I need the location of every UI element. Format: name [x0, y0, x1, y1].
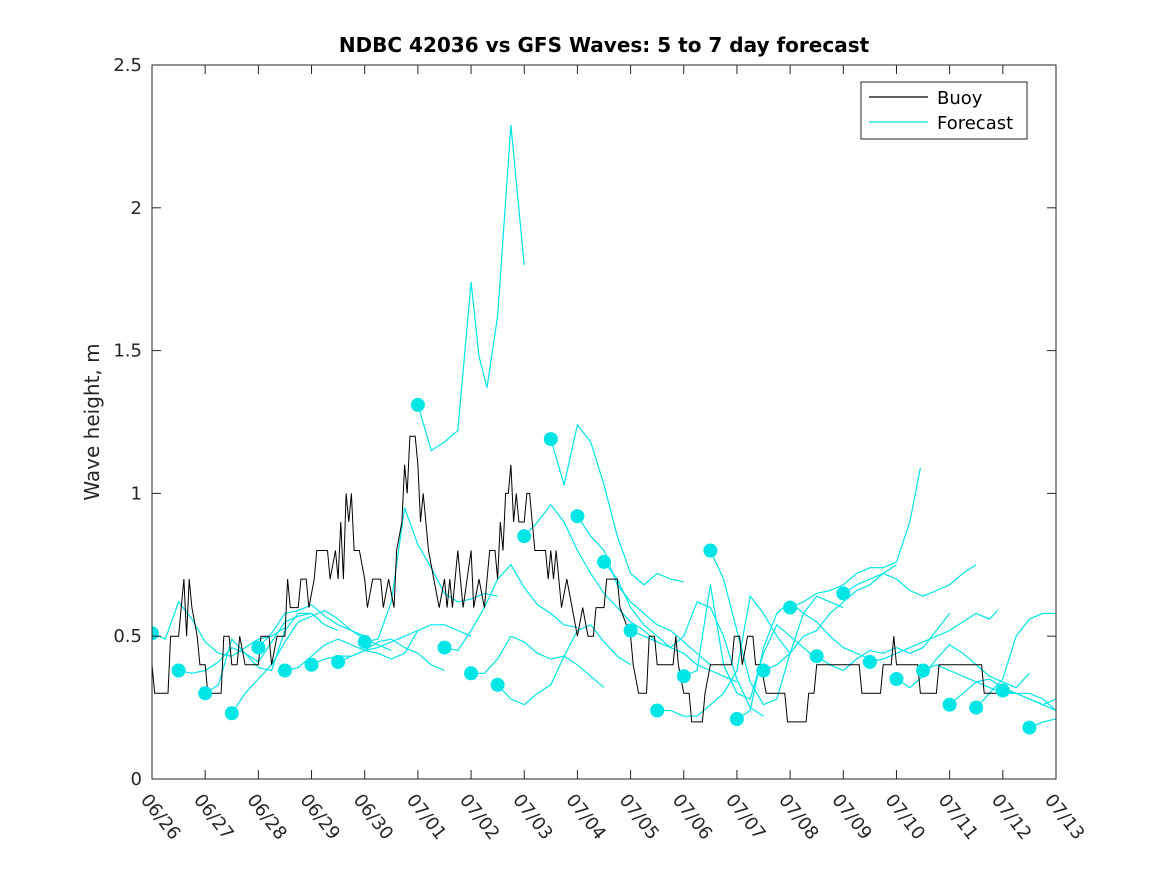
- forecast-start-marker-10: [437, 640, 452, 655]
- y-tick-label: 1.5: [113, 341, 142, 362]
- forecast-line-18: [657, 594, 791, 717]
- forecast-start-marker-1: [171, 663, 186, 678]
- y-tick-label: 1: [131, 483, 142, 504]
- forecast-start-marker-24: [809, 649, 824, 664]
- chart-title: NDBC 42036 vs GFS Waves: 5 to 7 day fore…: [339, 33, 870, 57]
- forecast-start-marker-32: [1022, 720, 1037, 735]
- forecast-line-20: [709, 550, 844, 706]
- forecast-line-23: [789, 467, 921, 609]
- forecast-line-25: [842, 564, 977, 597]
- forecast-line-11: [471, 635, 605, 689]
- forecast-start-marker-14: [543, 432, 558, 447]
- forecast-start-marker-17: [623, 623, 638, 638]
- forecast-start-marker-12: [490, 677, 505, 692]
- forecast-start-marker-3: [224, 706, 239, 721]
- forecast-start-marker-16: [597, 554, 611, 569]
- forecast-line-0: [152, 600, 286, 657]
- forecast-start-marker-23: [783, 600, 798, 615]
- y-axis-label: Wave height, m: [80, 343, 104, 500]
- forecast-start-marker-31: [995, 683, 1010, 698]
- forecast-line-31: [1002, 689, 1056, 712]
- forecast-start-marker-6: [304, 657, 319, 672]
- forecast-start-marker-7: [331, 654, 346, 669]
- forecast-start-marker-0: [152, 626, 159, 641]
- forecast-start-marker-15: [570, 509, 585, 524]
- forecast-line-10: [444, 563, 578, 652]
- forecast-start-marker-19: [676, 669, 691, 684]
- forecast-line-24: [816, 613, 951, 672]
- legend-box: [860, 81, 1028, 140]
- axes: [151, 64, 1057, 780]
- forecast-start-marker-21: [729, 712, 744, 726]
- forecast-start-marker-20: [703, 543, 718, 558]
- forecast-start-marker-28: [916, 663, 931, 678]
- forecast-line-2: [204, 612, 339, 694]
- forecast-start-marker-18: [650, 703, 665, 718]
- forecast-start-marker-26: [862, 654, 877, 669]
- forecast-line-30: [975, 612, 1056, 709]
- forecast-start-marker-25: [836, 586, 851, 601]
- forecast-line-9: [417, 124, 525, 452]
- y-tick-label: 0.5: [113, 626, 142, 647]
- plot-area: [152, 124, 1056, 735]
- forecast-line-3: [231, 609, 365, 714]
- y-tick-label: 2: [131, 198, 142, 219]
- legend-buoy-label: Buoy: [937, 88, 983, 109]
- forecast-start-marker-30: [969, 700, 984, 715]
- forecast-line-13: [523, 503, 658, 643]
- forecast-start-marker-9: [410, 397, 425, 412]
- forecast-start-marker-22: [756, 663, 771, 678]
- forecast-start-marker-29: [942, 697, 957, 712]
- y-tick-label: 2.5: [113, 55, 142, 76]
- forecast-line-12: [497, 624, 631, 706]
- y-tick-labels: 0 0.5 1 1.5 2 2.5: [113, 55, 142, 790]
- forecast-start-marker-2: [198, 686, 213, 701]
- forecast-line-32: [1029, 718, 1056, 729]
- forecast-start-marker-11: [464, 666, 479, 681]
- forecast-start-marker-27: [889, 672, 904, 686]
- forecast-line-7: [337, 624, 472, 663]
- buoy-line: [152, 435, 1006, 723]
- forecast-line-22: [763, 564, 897, 672]
- forecast-line-14: [550, 423, 684, 586]
- legend: Buoy Forecast: [860, 81, 1028, 140]
- forecast-start-marker-8: [357, 634, 372, 649]
- forecast-line-15: [576, 515, 711, 666]
- forecast-start-marker-4: [251, 640, 266, 655]
- y-tick-label: 0: [131, 769, 142, 790]
- forecast-start-marker-13: [517, 529, 532, 544]
- axes-box: [151, 64, 1057, 780]
- forecast-line-17: [630, 601, 764, 717]
- forecast-start-marker-5: [277, 663, 292, 678]
- legend-forecast-label: Forecast: [937, 113, 1013, 134]
